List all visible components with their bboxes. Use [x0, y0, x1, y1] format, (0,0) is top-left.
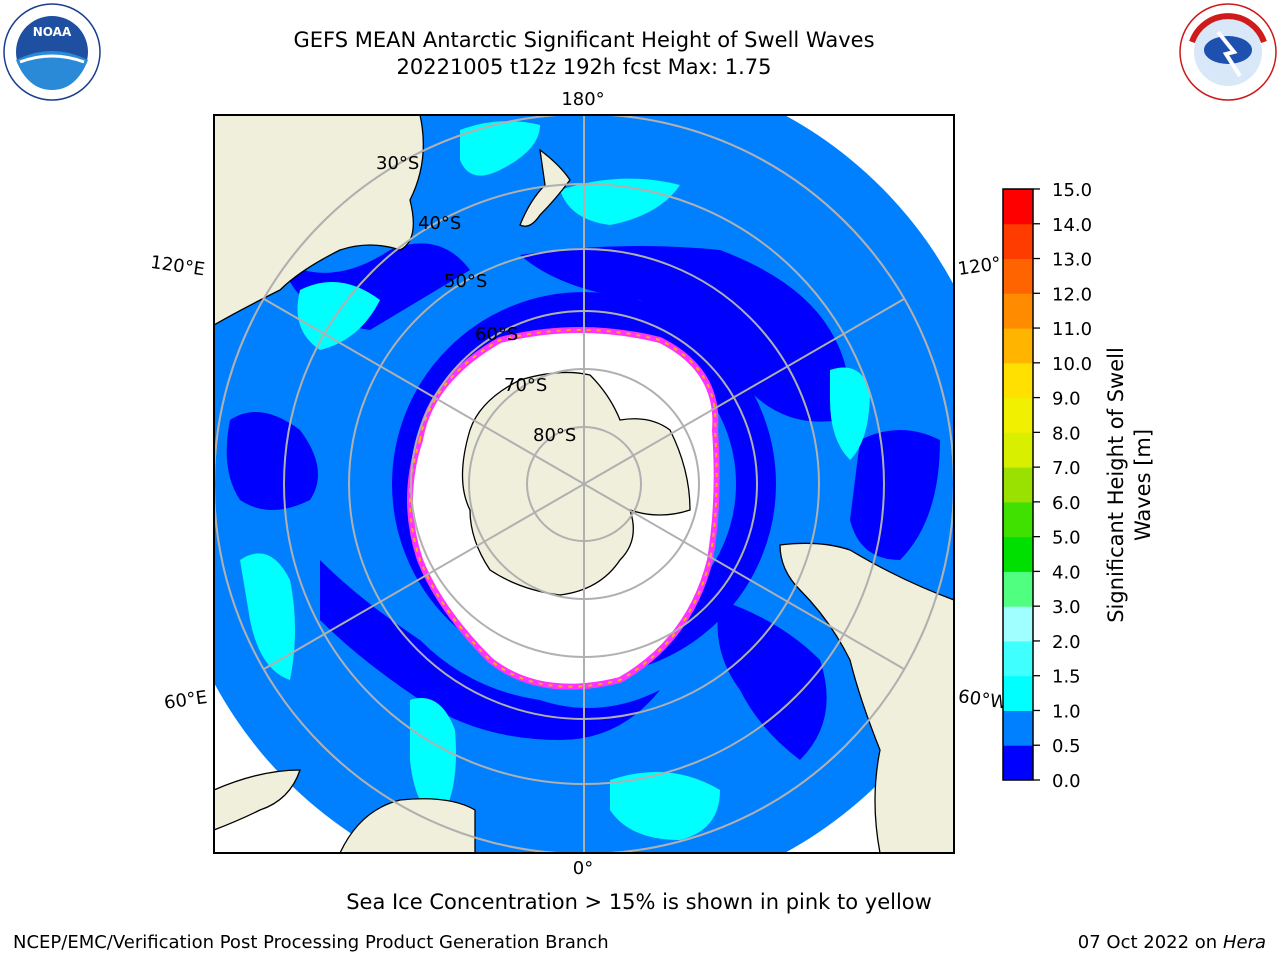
- colorbar-tick-label: 7.0: [1052, 458, 1081, 479]
- colorbar-tick-label: 15.0: [1052, 180, 1092, 201]
- lon-label-180: 180°: [561, 89, 604, 110]
- map-subtitle: 20221005 t12z 192h fcst Max: 1.75: [396, 55, 772, 79]
- land-masses: [214, 115, 954, 853]
- colorbar-swatch: [1003, 432, 1033, 468]
- south-america: [779, 542, 954, 853]
- lon-label-0: 0°: [573, 858, 593, 879]
- colorbar-tick-label: 1.0: [1052, 701, 1081, 722]
- colorbar-label-line2: Waves [m]: [1131, 429, 1155, 541]
- lat-label-70s: 70°S: [504, 375, 547, 396]
- africa: [339, 798, 476, 853]
- colorbar-tick-label: 9.0: [1052, 389, 1081, 410]
- sea-ice-caption: Sea Ice Concentration > 15% is shown in …: [346, 890, 932, 914]
- colorbar-swatch: [1003, 640, 1033, 677]
- australia: [214, 115, 424, 326]
- colorbar-tick-label: 3.0: [1052, 597, 1081, 618]
- colorbar-tick-label: 14.0: [1052, 215, 1092, 236]
- colorbar-tick-label: 6.0: [1052, 493, 1081, 514]
- colorbar-swatch: [1003, 536, 1033, 572]
- colorbar-tick-label: 0.0: [1052, 771, 1081, 792]
- colorbar-tick-label: 5.0: [1052, 528, 1081, 549]
- colorbar-tick-label: 11.0: [1052, 319, 1092, 340]
- footer-date: 07 Oct 2022 on Hera: [1078, 932, 1266, 953]
- colorbar-frame: [1002, 188, 1034, 781]
- nws-logo: [1179, 3, 1277, 101]
- colorbar-swatch: [1003, 223, 1033, 260]
- colorbar-swatch: [1003, 745, 1033, 781]
- colorbar-swatches: [1003, 189, 1033, 781]
- noaa-logo-text: NOAA: [33, 25, 72, 39]
- footer-date-text: 07 Oct 2022 on: [1077, 932, 1223, 953]
- colorbar-swatch: [1003, 571, 1033, 607]
- colorbar-swatch: [1003, 362, 1033, 399]
- colorbar-ticks: 0.0 0.5 1.0 1.5 2.0 3.0 4.0 5.0 6.0 7.0 8.0 9.0 10.0…: [1033, 180, 1092, 792]
- colorbar-tick-label: 4.0: [1052, 562, 1081, 583]
- colorbar-tick-label: 2.0: [1052, 632, 1081, 653]
- lat-label-60s: 60°S: [475, 324, 518, 345]
- map-frame: [213, 114, 955, 854]
- lat-label-50s: 50°S: [444, 271, 487, 292]
- lat-label-40s: 40°S: [418, 213, 461, 234]
- colorbar-tick-label: 10.0: [1052, 354, 1092, 375]
- colorbar-swatch: [1003, 501, 1033, 538]
- antarctica: [461, 371, 691, 596]
- colorbar-swatch: [1003, 675, 1033, 711]
- lat-label-30s: 30°S: [376, 153, 419, 174]
- madagascar: [214, 769, 301, 831]
- new-zealand: [519, 148, 571, 227]
- colorbar-swatch: [1003, 189, 1033, 225]
- noaa-logo: NOAA: [3, 3, 101, 101]
- colorbar-swatch: [1003, 710, 1033, 746]
- footer-host: Hera: [1222, 932, 1266, 953]
- footer-credit: NCEP/EMC/Verification Post Processing Pr…: [13, 932, 609, 953]
- map-title: GEFS MEAN Antarctic Significant Height o…: [293, 28, 875, 52]
- colorbar-swatch: [1003, 397, 1033, 433]
- colorbar-tick-label: 12.0: [1052, 284, 1092, 305]
- colorbar-tick-label: 1.5: [1052, 667, 1081, 688]
- colorbar-tick-label: 8.0: [1052, 423, 1081, 444]
- graticule: [214, 115, 954, 853]
- colorbar-swatch: [1003, 328, 1033, 364]
- colorbar-swatch: [1003, 293, 1033, 329]
- colorbar-tick-label: 13.0: [1052, 250, 1092, 271]
- colorbar-swatch: [1003, 467, 1033, 503]
- lat-label-80s: 80°S: [533, 425, 576, 446]
- colorbar-label-line1: Significant Height of Swell: [1104, 347, 1128, 623]
- colorbar-swatch: [1003, 606, 1033, 642]
- colorbar-tick-label: 0.5: [1052, 736, 1081, 757]
- colorbar-swatch: [1003, 258, 1033, 294]
